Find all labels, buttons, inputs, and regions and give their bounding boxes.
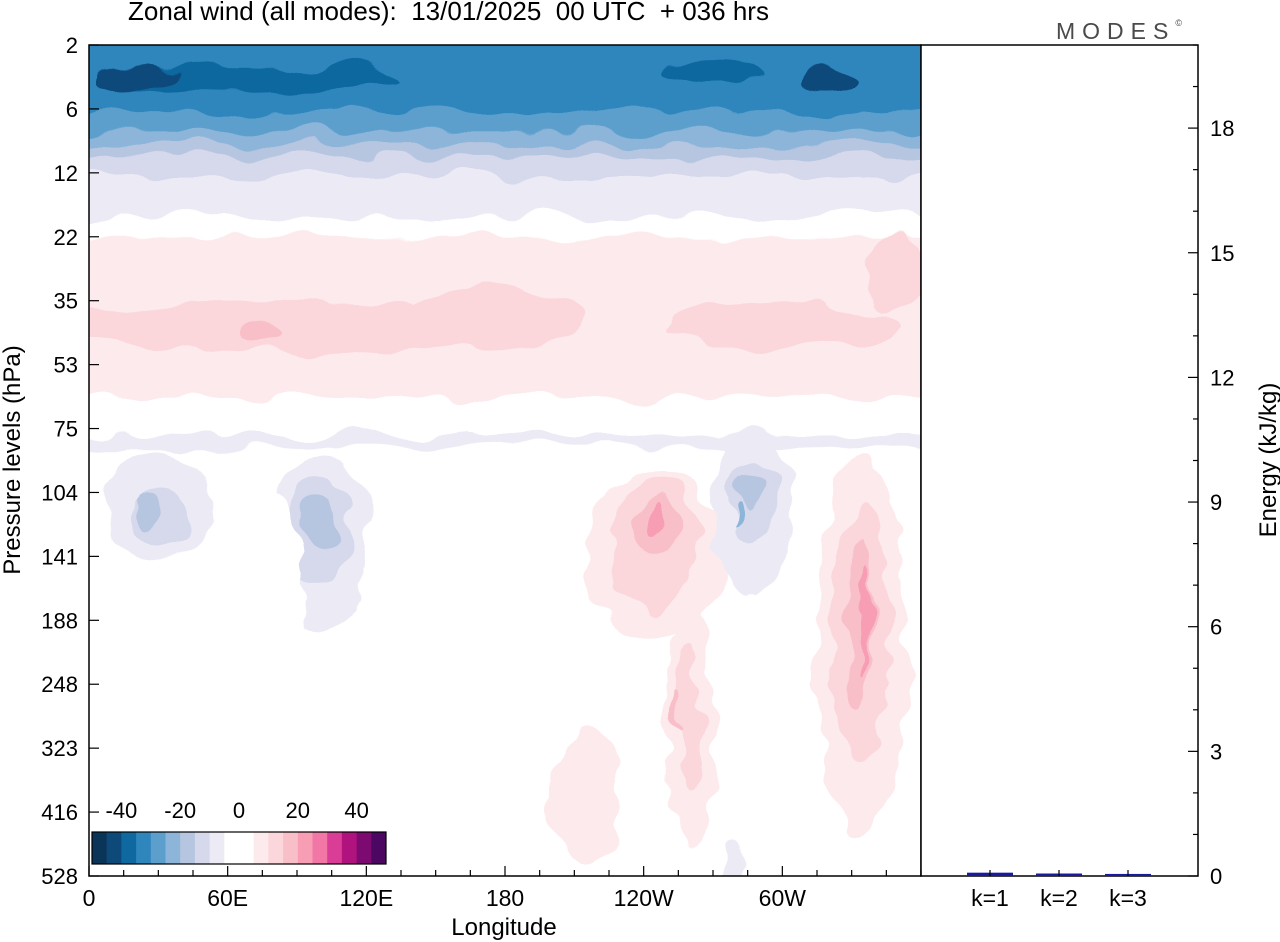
y-tick-label: 416	[41, 800, 78, 825]
wind-contour	[867, 235, 921, 316]
y-tick-label: 141	[41, 544, 78, 569]
colorbar-swatch	[268, 832, 284, 864]
colorbar-swatch	[341, 832, 358, 864]
wind-contour	[677, 646, 702, 787]
y-tick-label: 12	[54, 161, 78, 186]
y-tick-label: 323	[41, 736, 78, 761]
wind-contour	[498, 796, 559, 876]
energy-tick-label: 3	[1210, 739, 1222, 764]
wind-contour	[674, 689, 683, 730]
colorbar-label: -20	[164, 798, 196, 823]
colorbar-swatch	[224, 832, 240, 864]
wind-contour	[732, 506, 741, 531]
pressure-axis: 2 6 12 22 35 53 75 104 141 188 248 323 416 528	[41, 33, 99, 889]
colorbar-swatch	[106, 832, 122, 864]
modes-logo: MODES©	[1056, 18, 1182, 45]
colorbar-swatch	[180, 832, 196, 864]
energy-tick-label: 9	[1210, 490, 1222, 515]
energy-tick-label: 18	[1210, 116, 1234, 141]
copyright-mark: ©	[1175, 18, 1182, 29]
colorbar-label: -40	[106, 798, 138, 823]
chart-title: Zonal wind (all modes): 13/01/2025 00 UT…	[128, 0, 769, 26]
energy-category-label: k=2	[1040, 885, 1078, 911]
x-tick-label: 120E	[339, 885, 393, 911]
energy-tick-label: 12	[1210, 365, 1234, 390]
wind-contour	[242, 322, 283, 343]
colorbar-swatch	[297, 832, 313, 864]
colorbar-swatch	[253, 832, 269, 864]
energy-tick-label: 15	[1210, 241, 1234, 266]
wind-contour	[726, 836, 747, 876]
energy-tick-label: 6	[1210, 615, 1222, 640]
colorbar-swatch	[312, 832, 328, 864]
colorbar-swatch	[239, 832, 255, 864]
zonal-wind-contour-field	[89, 45, 921, 876]
wind-contour	[89, 300, 494, 353]
wind-contour	[352, 514, 403, 855]
y-tick-label: 22	[54, 225, 78, 250]
colorbar-swatch	[165, 832, 181, 864]
wind-contour	[217, 472, 308, 833]
y-tick-label: 248	[41, 672, 78, 697]
wind-contour	[860, 558, 871, 669]
x-tick-label: 120W	[614, 885, 674, 911]
x-tick-label: 180	[486, 885, 524, 911]
colorbar-swatch	[327, 832, 343, 864]
wind-contour	[403, 289, 584, 350]
wind-contour	[95, 65, 176, 88]
wind-contour	[283, 63, 404, 84]
y-tick-label: 188	[41, 608, 78, 633]
y-tick-label: 75	[54, 417, 78, 442]
wind-contour	[735, 472, 760, 513]
y-tick-label: 528	[41, 864, 78, 889]
longitude-axis: 0 60E 120E 180 120W 60W	[83, 866, 922, 911]
x-tick-label: 60W	[759, 885, 807, 911]
x-tick-label: 0	[83, 885, 96, 911]
wind-contour	[550, 729, 621, 870]
wind-contour	[302, 494, 339, 555]
y-tick-label: 2	[66, 33, 78, 58]
y-tick-label: 104	[41, 480, 78, 505]
colorbar-label: 40	[344, 798, 368, 823]
logo-text: MODES	[1056, 18, 1176, 44]
wind-contour	[663, 58, 763, 83]
x-axis-label: Longitude	[451, 914, 556, 941]
colorbar: -40 -20 0 20 40	[91, 798, 387, 865]
wind-contour	[132, 491, 161, 532]
colorbar-swatch	[283, 832, 299, 864]
energy-axis-label: Energy (kJ/kg)	[1255, 383, 1280, 538]
wind-contour	[724, 588, 795, 876]
energy-category-label: k=3	[1109, 885, 1147, 911]
colorbar-swatch	[209, 832, 225, 864]
colorbar-swatch	[371, 832, 387, 864]
colorbar-frame	[91, 831, 387, 865]
colorbar-swatch	[92, 832, 108, 864]
x-tick-label: 60E	[207, 885, 248, 911]
colorbar-swatch	[150, 832, 166, 864]
wind-contour	[647, 500, 664, 537]
colorbar-label: 20	[286, 798, 310, 823]
colorbar-swatch	[356, 832, 372, 864]
y-axis-label: Pressure levels (hPa)	[0, 345, 26, 574]
energy-category-label: k=1	[971, 885, 1009, 911]
colorbar-label: 0	[233, 798, 245, 823]
energy-tick-label: 0	[1210, 864, 1222, 889]
colorbar-swatch	[136, 832, 152, 864]
y-tick-label: 35	[54, 289, 78, 314]
wind-contour	[662, 302, 903, 351]
y-tick-label: 6	[66, 97, 78, 122]
y-tick-label: 53	[54, 353, 78, 378]
energy-bars: k=1 k=2 k=3	[967, 870, 1151, 911]
energy-panel-frame	[920, 44, 1199, 877]
colorbar-swatch	[121, 832, 137, 864]
wind-contour	[798, 68, 859, 93]
energy-axis: 0 3 6 9 12 15 18	[1188, 44, 1234, 889]
colorbar-swatch	[194, 832, 211, 864]
